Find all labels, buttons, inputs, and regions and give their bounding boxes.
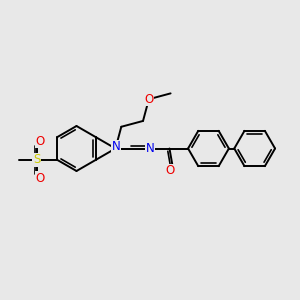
Text: O: O bbox=[36, 135, 45, 148]
Text: O: O bbox=[144, 93, 154, 106]
Text: S: S bbox=[33, 153, 40, 166]
Text: N: N bbox=[112, 140, 120, 154]
Text: N: N bbox=[146, 142, 155, 155]
Text: S: S bbox=[112, 143, 120, 156]
Text: O: O bbox=[36, 172, 45, 185]
Text: O: O bbox=[165, 164, 174, 177]
